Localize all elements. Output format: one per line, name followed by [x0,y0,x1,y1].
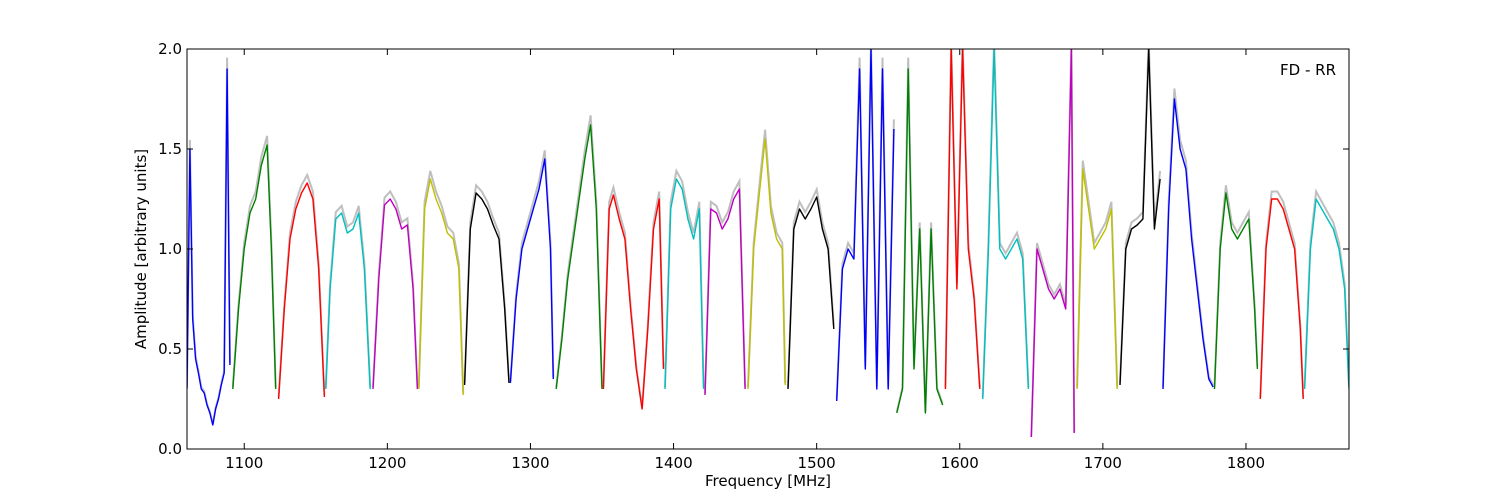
series-line-20 [1076,168,1118,390]
series-line-25 [1303,198,1349,390]
x-tick-label-1500: 1500 [798,454,836,472]
series-line-19 [1030,49,1075,438]
series-line-9 [555,124,603,390]
y-axis-ticks: 0.0 0.5 1.0 1.5 2.0 [158,40,1349,458]
series-line-2 [232,144,277,390]
series-line-8 [509,158,554,384]
x-tick-label-1600: 1600 [941,454,979,472]
y-tick-label-2.0: 2.0 [158,40,182,58]
panel-annotation: FD - RR [1280,61,1336,79]
background-trace-segment-20 [1076,160,1119,388]
background-trace-segment-25 [1303,188,1349,388]
series-line-14 [787,196,835,390]
x-axis-label: Frequency [MHz] [705,472,831,490]
series-line-5 [372,198,419,390]
y-tick-label-1.5: 1.5 [158,140,182,158]
x-tick-label-1200: 1200 [368,454,406,472]
series-layer [187,49,1349,438]
x-tick-label-1100: 1100 [225,454,263,472]
series-line-24 [1259,198,1304,400]
x-tick-label-1800: 1800 [1227,454,1265,472]
background-trace-segment-6 [417,170,465,394]
x-tick-label-1400: 1400 [654,454,692,472]
y-tick-label-0.0: 0.0 [158,440,182,458]
series-line-6 [418,178,464,396]
series-line-21 [1119,49,1161,386]
background-trace-segment-12 [704,177,747,394]
series-line-13 [747,138,786,390]
background-trace-segment-11 [664,167,705,388]
series-line-3 [277,182,326,400]
background-trace-segment-14 [787,186,835,388]
series-line-12 [704,188,746,396]
x-axis-ticks: 1100 1200 1300 1400 1500 1600 1700 1800 [225,49,1265,472]
x-tick-label-1300: 1300 [511,454,549,472]
series-line-22 [1162,98,1214,390]
series-line-7 [463,192,510,386]
series-line-11 [664,178,705,390]
series-line-15 [836,49,895,402]
series-line-4 [325,212,371,390]
x-tick-label-1700: 1700 [1084,454,1122,472]
series-line-16 [896,68,944,414]
series-line-10 [602,194,665,410]
series-line-23 [1213,192,1259,390]
y-tick-label-1.0: 1.0 [158,240,182,258]
series-line-18 [982,49,1030,400]
series-line-1 [187,68,231,426]
series-line-17 [944,49,981,390]
y-axis-label: Amplitude [arbitrary units] [132,149,150,349]
y-tick-label-0.5: 0.5 [158,340,182,358]
